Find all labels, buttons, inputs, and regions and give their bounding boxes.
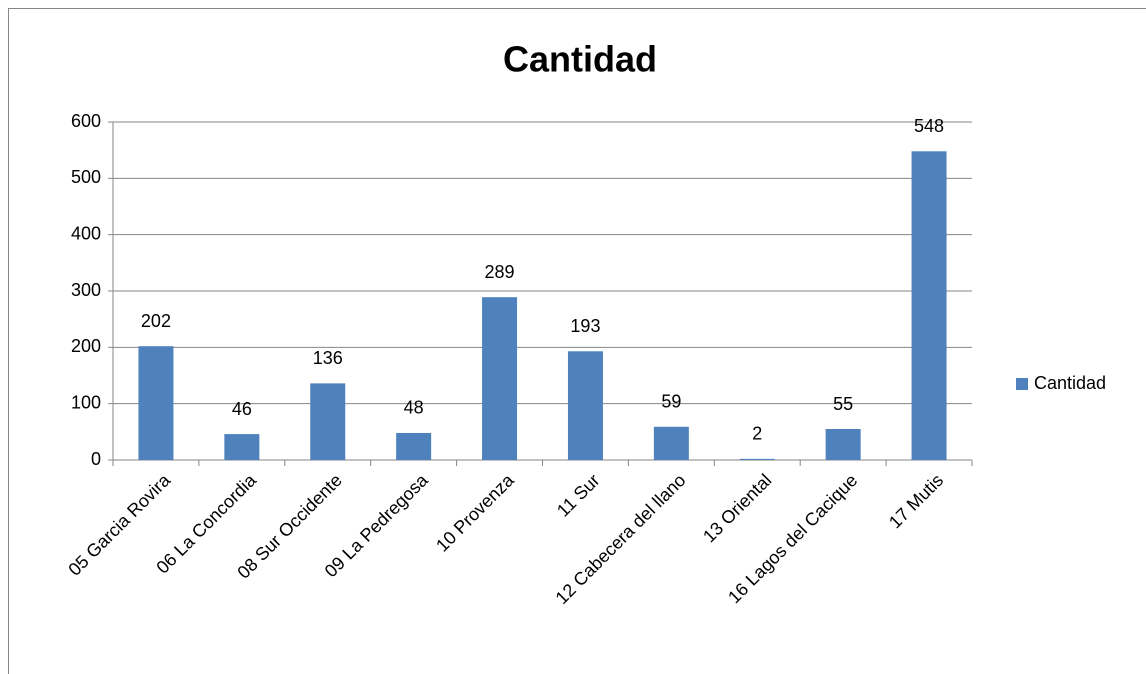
y-tick-label: 0	[91, 449, 101, 469]
chart-title: Cantidad	[503, 39, 657, 80]
data-label: 289	[485, 262, 515, 282]
bar	[911, 151, 947, 460]
bar	[396, 432, 432, 460]
data-label: 136	[313, 348, 343, 368]
data-label: 193	[570, 316, 600, 336]
data-label: 202	[141, 311, 171, 331]
data-label: 48	[404, 398, 424, 418]
y-tick-label: 400	[71, 223, 101, 243]
bar	[482, 297, 518, 460]
chart-frame	[8, 8, 1146, 674]
y-tick-label: 200	[71, 336, 101, 356]
data-label: 46	[232, 399, 252, 419]
bar	[653, 426, 689, 460]
legend-label: Cantidad	[1034, 373, 1106, 393]
legend-swatch	[1016, 378, 1028, 390]
data-label: 548	[914, 116, 944, 136]
y-tick-label: 300	[71, 280, 101, 300]
bar	[567, 351, 603, 460]
bar	[825, 429, 861, 460]
bar	[739, 458, 775, 460]
data-label: 59	[661, 392, 681, 412]
y-tick-label: 500	[71, 167, 101, 187]
data-label: 2	[752, 424, 762, 444]
y-tick-label: 100	[71, 392, 101, 412]
y-tick-label: 600	[71, 111, 101, 131]
data-label: 55	[833, 394, 853, 414]
bar	[138, 346, 174, 460]
bar	[224, 434, 260, 460]
bar	[310, 383, 346, 460]
